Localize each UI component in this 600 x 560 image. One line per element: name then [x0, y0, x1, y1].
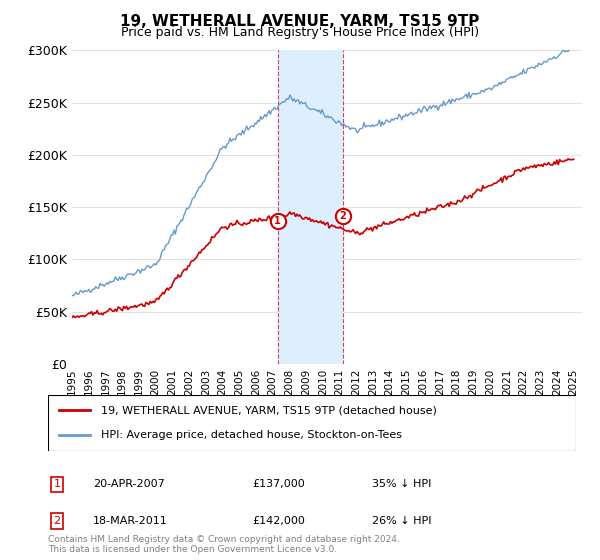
Text: 35% ↓ HPI: 35% ↓ HPI: [372, 479, 431, 489]
Text: £142,000: £142,000: [252, 516, 305, 526]
Text: £137,000: £137,000: [252, 479, 305, 489]
Text: 19, WETHERALL AVENUE, YARM, TS15 9TP: 19, WETHERALL AVENUE, YARM, TS15 9TP: [121, 14, 479, 29]
Text: Contains HM Land Registry data © Crown copyright and database right 2024.
This d: Contains HM Land Registry data © Crown c…: [48, 535, 400, 554]
Bar: [278, 50, 343, 364]
Text: 2: 2: [340, 211, 346, 221]
Text: 18-MAR-2011: 18-MAR-2011: [93, 516, 168, 526]
Text: 20-APR-2007: 20-APR-2007: [93, 479, 165, 489]
Text: 26% ↓ HPI: 26% ↓ HPI: [372, 516, 431, 526]
Text: HPI: Average price, detached house, Stockton-on-Tees: HPI: Average price, detached house, Stoc…: [101, 430, 402, 440]
FancyBboxPatch shape: [48, 395, 576, 451]
Text: Price paid vs. HM Land Registry's House Price Index (HPI): Price paid vs. HM Land Registry's House …: [121, 26, 479, 39]
Text: 1: 1: [53, 479, 61, 489]
Text: 1: 1: [274, 216, 281, 226]
Text: 19, WETHERALL AVENUE, YARM, TS15 9TP (detached house): 19, WETHERALL AVENUE, YARM, TS15 9TP (de…: [101, 405, 437, 416]
Text: 2: 2: [53, 516, 61, 526]
